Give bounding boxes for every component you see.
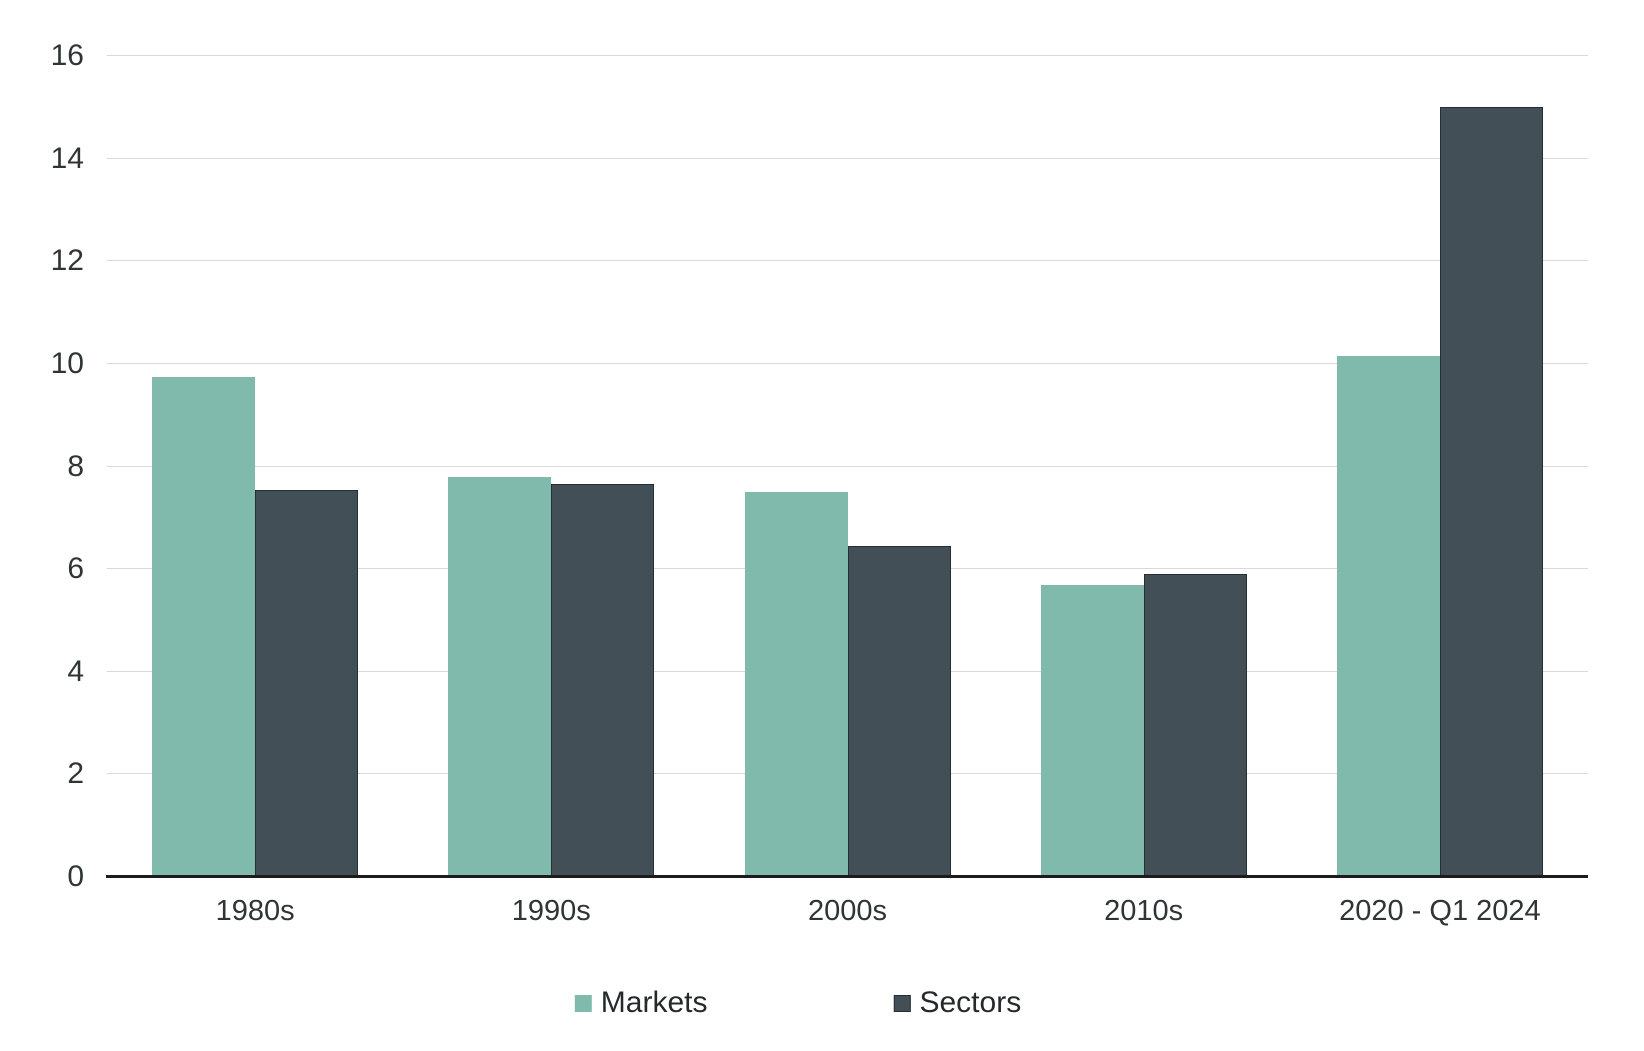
gridline-y-12: [107, 260, 1588, 262]
y-tick-label-4: 4: [67, 654, 84, 688]
legend-item-sectors: Sectors: [893, 988, 1021, 1018]
y-tick-label-0: 0: [67, 860, 84, 893]
gridline-y-8: [107, 465, 1588, 467]
x-tick-label-2010s: 2010s: [1104, 895, 1184, 927]
x-tick-label-1990s: 1990s: [511, 895, 591, 927]
x-tick-label-2020-Q12024: 2020 - Q1 2024: [1339, 895, 1541, 927]
bar-sectors-2020-Q12024: [1439, 107, 1543, 877]
plot-area: [106, 55, 1588, 878]
legend-label-sectors: Sectors: [919, 986, 1022, 1019]
bar-markets-2000s: [744, 492, 848, 877]
gridline-y-14: [107, 157, 1588, 159]
markets-swatch-icon: [574, 994, 592, 1012]
y-tick-label-10: 10: [50, 346, 84, 380]
bar-sectors-1980s: [255, 489, 359, 877]
legend-item-markets: Markets: [574, 986, 708, 1019]
y-tick-label-6: 6: [67, 552, 84, 586]
y-tick-label-2: 2: [67, 757, 84, 791]
x-axis-line: [106, 875, 1588, 878]
x-tick-label-1980s: 1980s: [215, 895, 295, 927]
legend-label-markets: Markets: [600, 986, 708, 1019]
y-tick-label-14: 14: [50, 141, 84, 175]
bar-markets-1980s: [152, 376, 256, 877]
gridline-y-10: [107, 362, 1588, 364]
sectors-swatch-icon: [893, 994, 911, 1012]
y-tick-label-12: 12: [50, 244, 84, 278]
bar-sectors-1990s: [551, 484, 655, 877]
y-tick-label-16: 16: [50, 39, 84, 72]
bar-sectors-2000s: [847, 546, 951, 877]
y-tick-label-8: 8: [67, 449, 84, 483]
x-tick-label-2000s: 2000s: [807, 895, 887, 927]
bar-markets-2010s: [1040, 584, 1144, 877]
bar-markets-2020-Q12024: [1336, 356, 1440, 877]
legend: Markets Sectors: [574, 986, 1021, 1019]
bar-sectors-2010s: [1143, 574, 1247, 877]
gridline-y-16: [107, 55, 1588, 56]
bar-markets-1990s: [448, 476, 552, 877]
